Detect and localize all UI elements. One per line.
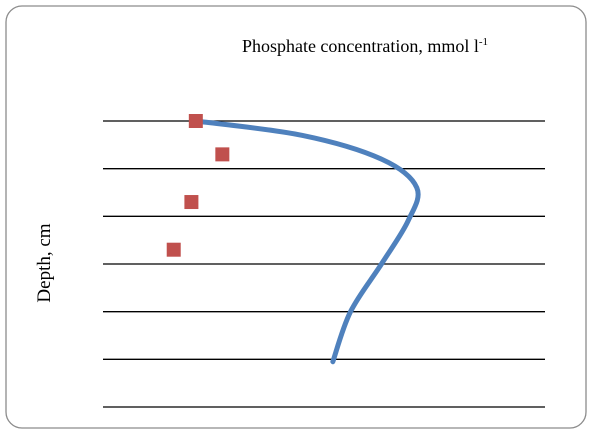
- curve: [193, 118, 421, 365]
- chart-frame: [5, 5, 587, 429]
- marker: [166, 242, 181, 257]
- title-text: Phosphate concentration, mmol l: [242, 36, 479, 56]
- marker: [184, 195, 199, 210]
- marker: [215, 147, 230, 162]
- y-axis-label: Depth, cm: [34, 223, 55, 302]
- chart-title: Phosphate concentration, mmol l-1: [242, 36, 488, 56]
- marker: [188, 114, 203, 128]
- title-superscript: -1: [479, 36, 488, 48]
